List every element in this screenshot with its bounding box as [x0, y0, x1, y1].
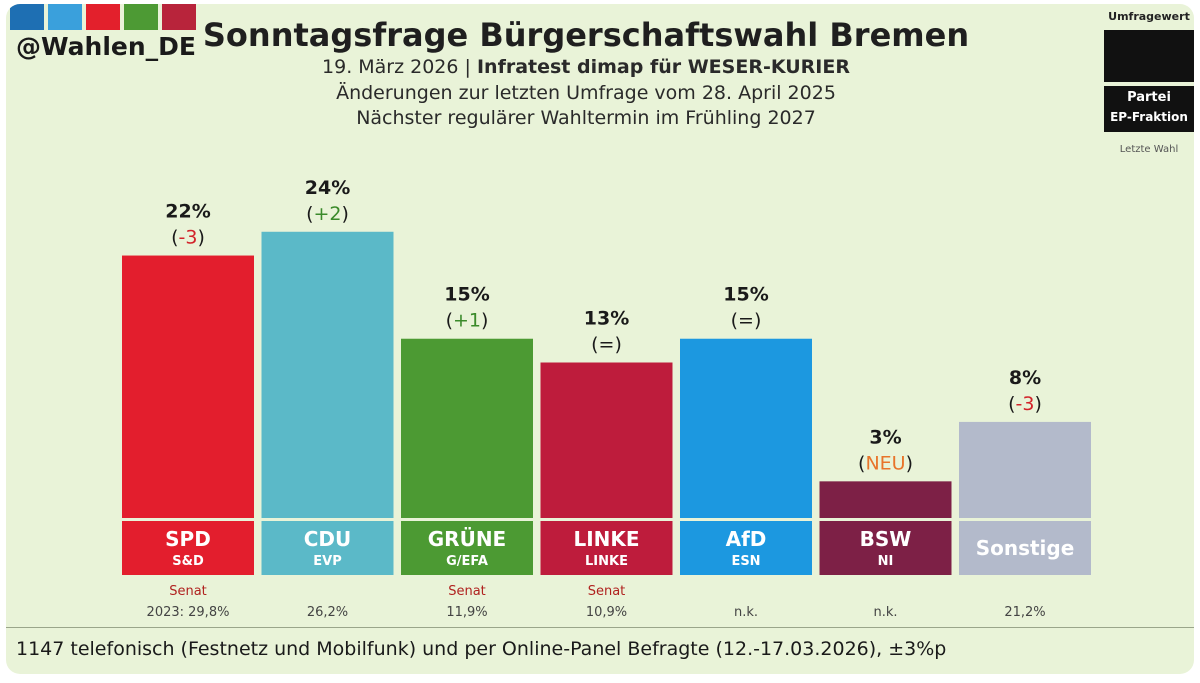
chart-title: Sonntagsfrage Bürgerschaftswahl Bremen — [202, 16, 970, 54]
bar — [122, 255, 254, 519]
value-label: 13% — [584, 308, 629, 330]
footer-note: 1147 telefonisch (Festnetz und Mobilfunk… — [16, 638, 947, 660]
change-label: (-3) — [171, 227, 205, 249]
party-label-box — [680, 521, 812, 575]
change-label: (+2) — [306, 203, 349, 225]
last-election-value: 10,9% — [586, 605, 627, 620]
legend-partei: Partei — [1127, 90, 1171, 105]
senat-label: Senat — [588, 584, 626, 599]
footer-divider — [6, 627, 1194, 628]
party-label-box — [261, 521, 394, 575]
logo-stripe — [124, 4, 158, 30]
bar — [959, 421, 1091, 518]
bar-chart: 22% (-3) SPD S&D Senat 2023: 29,8% 24% (+2) CDU E… — [122, 177, 1091, 620]
subtitle-date-text: 19. März 2026 | — [322, 56, 477, 78]
value-label: 8% — [1009, 367, 1041, 389]
party-name: SPD — [165, 527, 211, 551]
bar — [401, 338, 533, 518]
faction-name: NI — [878, 554, 894, 569]
faction-name: EVP — [313, 554, 341, 569]
subtitle-changes: Änderungen zur letzten Umfrage vom 28. A… — [336, 82, 836, 104]
party-label-box — [401, 521, 533, 575]
party-label-box — [959, 521, 1091, 575]
change-label: (+1) — [446, 310, 489, 332]
party-name: Sonstige — [976, 536, 1075, 560]
chart-card: @Wahlen_DE Sonntagsfrage Bürgerschaftswa… — [6, 4, 1194, 674]
value-label: 24% — [305, 177, 350, 199]
change-label: (-3) — [1008, 393, 1042, 415]
last-election-value: n.k. — [873, 605, 897, 620]
bar — [819, 481, 952, 518]
subtitle-institute: Infratest dimap für WESER-KURIER — [476, 56, 850, 78]
value-label: 3% — [869, 426, 901, 448]
faction-name: G/EFA — [446, 554, 488, 569]
faction-name: S&D — [172, 554, 204, 569]
logo-stripe — [86, 4, 120, 30]
value-label: 15% — [444, 284, 489, 306]
subtitle-date: 19. März 2026 | Infratest dimap für WESE… — [156, 56, 1016, 78]
logo-stripe — [48, 4, 82, 30]
logo-stripe — [162, 4, 196, 30]
bar — [540, 362, 673, 518]
change-label: (=) — [731, 310, 762, 332]
last-election-value: n.k. — [734, 605, 758, 620]
last-election-value: 2023: 29,8% — [147, 605, 230, 620]
subtitle-next-election: Nächster regulärer Wahltermin im Frühlin… — [356, 107, 816, 129]
party-label-box — [819, 521, 952, 575]
party-name: CDU — [304, 527, 352, 551]
party-name: GRÜNE — [428, 527, 506, 551]
value-label: 22% — [165, 201, 210, 223]
last-election-value: 21,2% — [1004, 605, 1045, 620]
legend-fraktion: EP-Fraktion — [1110, 110, 1188, 124]
bar — [680, 338, 812, 518]
senat-label: Senat — [448, 584, 486, 599]
party-label-box — [122, 521, 254, 575]
change-label: (=) — [591, 334, 622, 356]
party-label-box — [540, 521, 673, 575]
legend-box: Partei EP-Fraktion — [1104, 28, 1194, 132]
faction-name: ESN — [731, 554, 760, 569]
legend-party-block — [1104, 86, 1194, 132]
last-election-value: 11,9% — [446, 605, 487, 620]
last-election-value: 26,2% — [307, 605, 348, 620]
handle: @Wahlen_DE — [16, 32, 197, 61]
party-name: BSW — [860, 527, 912, 551]
party-name: LINKE — [573, 527, 639, 551]
legend-value-block — [1104, 30, 1194, 82]
value-label: 15% — [723, 284, 768, 306]
legend-letzte-wahl: Letzte Wahl — [1119, 144, 1179, 155]
party-name: AfD — [726, 527, 767, 551]
change-label: (NEU) — [858, 452, 913, 474]
senat-label: Senat — [169, 584, 207, 599]
bar — [261, 231, 394, 518]
faction-name: LINKE — [585, 554, 628, 569]
legend-umfragewert: Umfragewert — [1108, 10, 1190, 23]
logo-stripe — [10, 4, 44, 30]
